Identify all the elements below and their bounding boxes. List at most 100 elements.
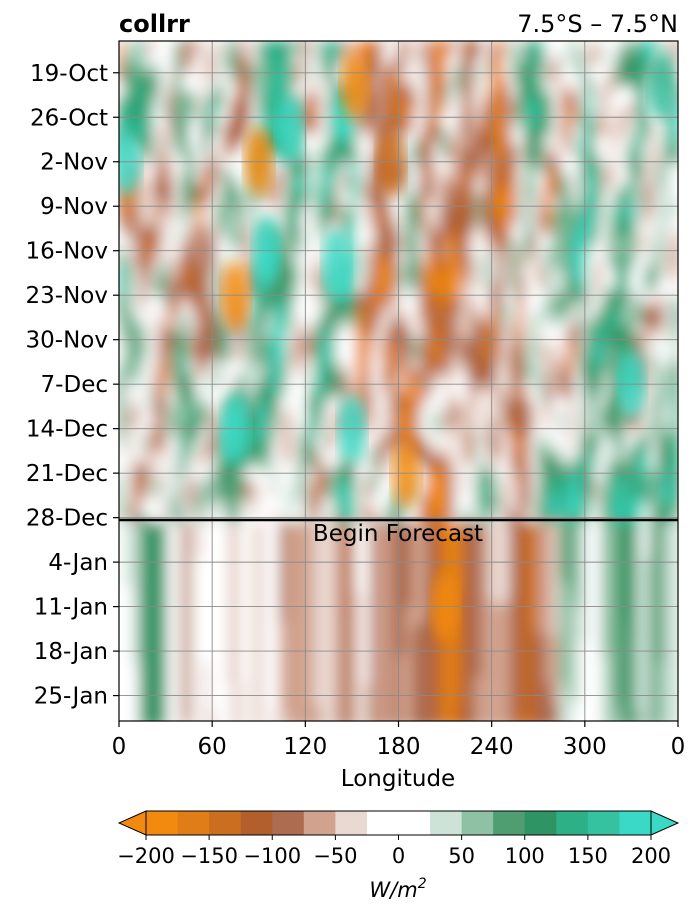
field-cell — [573, 257, 582, 266]
field-cell — [314, 152, 323, 161]
field-cell — [587, 369, 596, 378]
field-cell — [447, 418, 456, 427]
field-cell — [573, 229, 582, 238]
field-cell — [433, 124, 442, 133]
field-cell — [573, 103, 582, 112]
field-cell — [391, 341, 400, 350]
field-cell — [119, 327, 127, 336]
field-cell — [433, 418, 442, 427]
field-cell — [433, 355, 442, 364]
field-cell — [356, 250, 365, 259]
field-cell — [209, 243, 218, 252]
field-cell — [237, 208, 246, 217]
field-cell — [279, 194, 288, 203]
field-cell — [517, 404, 526, 413]
field-cell — [517, 334, 526, 343]
field-cell — [230, 334, 239, 343]
field-cell — [398, 334, 407, 343]
field-cell — [594, 201, 603, 210]
field-cell — [342, 369, 351, 378]
field-cell — [559, 208, 568, 217]
field-cell — [223, 362, 232, 371]
field-cell — [258, 397, 267, 406]
field-cell — [587, 166, 596, 175]
field-cell — [363, 313, 372, 322]
field-cell — [174, 208, 183, 217]
field-cell — [293, 383, 302, 392]
field-cell — [412, 404, 421, 413]
field-cell — [174, 453, 183, 462]
field-cell — [650, 467, 659, 476]
field-cell — [573, 418, 582, 427]
field-cell — [643, 201, 652, 210]
field-cell — [272, 152, 281, 161]
field-cell — [335, 75, 344, 84]
field-cell — [181, 201, 190, 210]
field-cell — [671, 383, 678, 392]
field-cell — [146, 425, 155, 434]
field-cell — [447, 376, 456, 385]
field-cell — [643, 124, 652, 133]
field-cell — [265, 96, 274, 105]
field-cell — [657, 362, 666, 371]
field-cell — [314, 236, 323, 245]
field-cell — [167, 75, 176, 84]
field-cell — [517, 432, 526, 441]
field-cell — [258, 285, 267, 294]
field-cell — [489, 152, 498, 161]
field-cell — [314, 61, 323, 70]
field-cell — [510, 215, 519, 224]
field-cell — [601, 236, 610, 245]
field-cell — [132, 117, 141, 126]
field-cell — [237, 383, 246, 392]
field-cell — [384, 453, 393, 462]
field-cell — [552, 404, 561, 413]
field-cell — [524, 208, 533, 217]
field-cell — [223, 348, 232, 357]
field-cell — [279, 54, 288, 63]
field-cell — [566, 159, 575, 168]
field-cell — [139, 320, 148, 329]
field-cell — [461, 348, 470, 357]
field-cell — [202, 306, 211, 315]
field-cell — [552, 348, 561, 357]
field-cell — [559, 362, 568, 371]
field-cell — [398, 103, 407, 112]
field-cell — [489, 96, 498, 105]
field-cell — [622, 229, 631, 238]
field-cell — [167, 229, 176, 238]
field-cell — [503, 138, 512, 147]
field-cell — [426, 110, 435, 119]
field-cell — [181, 376, 190, 385]
field-cell — [650, 411, 659, 420]
field-cell — [615, 117, 624, 126]
field-cell — [181, 145, 190, 154]
field-cell — [531, 299, 540, 308]
field-cell — [125, 41, 134, 49]
field-cell — [594, 439, 603, 448]
field-cell — [517, 467, 526, 476]
field-cell — [608, 236, 617, 245]
field-cell — [216, 376, 225, 385]
field-cell — [174, 460, 183, 469]
field-cell — [601, 250, 610, 259]
field-cell — [244, 243, 253, 252]
field-cell — [146, 236, 155, 245]
field-cell — [174, 89, 183, 98]
field-cell — [489, 75, 498, 84]
field-cell — [545, 215, 554, 224]
field-cell — [538, 61, 547, 70]
field-cell — [335, 54, 344, 63]
field-cell — [622, 159, 631, 168]
field-cell — [153, 75, 162, 84]
field-cell — [419, 243, 428, 252]
field-cell — [195, 54, 204, 63]
field-cell — [293, 327, 302, 336]
field-cell — [615, 194, 624, 203]
field-cell — [153, 460, 162, 469]
field-cell — [160, 439, 169, 448]
field-cell — [265, 103, 274, 112]
field-cell — [398, 369, 407, 378]
field-cell — [601, 439, 610, 448]
field-cell — [209, 362, 218, 371]
